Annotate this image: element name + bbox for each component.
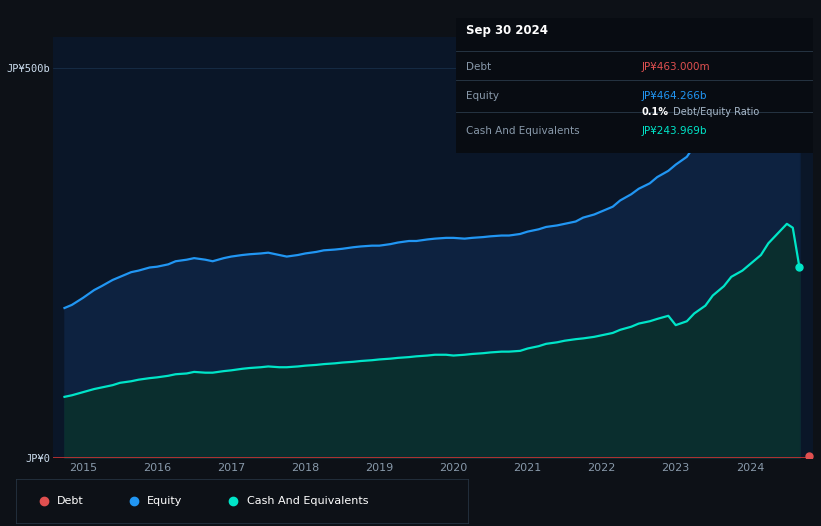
Text: Debt/Equity Ratio: Debt/Equity Ratio [670, 107, 759, 117]
Text: JP¥463.000m: JP¥463.000m [641, 62, 710, 72]
Text: Debt: Debt [466, 62, 492, 72]
Text: Sep 30 2024: Sep 30 2024 [466, 24, 548, 37]
Text: Debt: Debt [57, 496, 84, 506]
Text: Cash And Equivalents: Cash And Equivalents [466, 126, 580, 136]
Text: Cash And Equivalents: Cash And Equivalents [247, 496, 368, 506]
Text: JP¥464.266b: JP¥464.266b [641, 91, 707, 101]
Text: 0.1%: 0.1% [641, 107, 668, 117]
Text: JP¥243.969b: JP¥243.969b [641, 126, 707, 136]
Text: Equity: Equity [466, 91, 499, 101]
Text: Equity: Equity [148, 496, 183, 506]
